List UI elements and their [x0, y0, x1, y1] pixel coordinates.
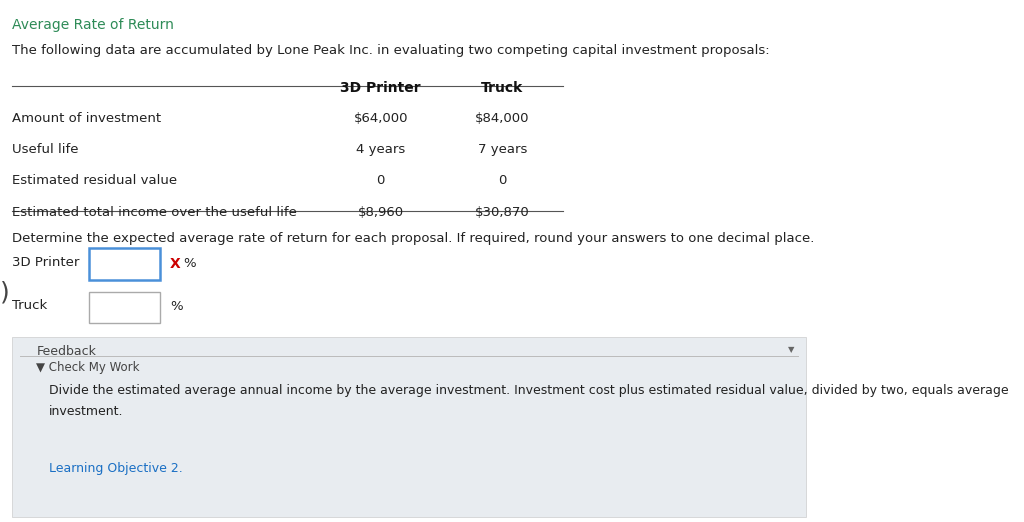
Text: 0: 0 — [498, 174, 507, 187]
Text: $30,870: $30,870 — [475, 206, 529, 219]
FancyBboxPatch shape — [12, 337, 806, 517]
Text: 3D Printer: 3D Printer — [12, 256, 80, 268]
Text: $64,000: $64,000 — [353, 112, 408, 125]
Text: Learning Objective 2.: Learning Objective 2. — [48, 462, 182, 475]
Text: ▼ Check My Work: ▼ Check My Work — [37, 361, 140, 374]
Text: Estimated residual value: Estimated residual value — [12, 174, 177, 187]
Text: Determine the expected average rate of return for each proposal. If required, ro: Determine the expected average rate of r… — [12, 232, 814, 245]
Text: ): ) — [0, 280, 9, 304]
Text: %: % — [183, 257, 196, 270]
Text: Truck: Truck — [12, 299, 47, 312]
Text: 4 years: 4 years — [356, 143, 406, 156]
FancyBboxPatch shape — [89, 248, 161, 280]
FancyBboxPatch shape — [89, 292, 161, 323]
Text: Truck: Truck — [481, 81, 523, 95]
Text: 0: 0 — [377, 174, 385, 187]
Text: Average Rate of Return: Average Rate of Return — [12, 18, 174, 32]
Text: 3D Printer: 3D Printer — [340, 81, 421, 95]
Text: Estimated total income over the useful life: Estimated total income over the useful l… — [12, 206, 297, 219]
Text: Useful life: Useful life — [12, 143, 79, 156]
Text: %: % — [170, 300, 182, 313]
Text: ▼: ▼ — [787, 345, 794, 353]
Text: 7 years: 7 years — [477, 143, 527, 156]
Text: $8,960: $8,960 — [357, 206, 403, 219]
Text: Feedback: Feedback — [37, 345, 96, 358]
Text: investment.: investment. — [48, 405, 123, 418]
Text: $84,000: $84,000 — [475, 112, 529, 125]
Text: Amount of investment: Amount of investment — [12, 112, 161, 125]
Text: Divide the estimated average annual income by the average investment. Investment: Divide the estimated average annual inco… — [48, 384, 1009, 397]
Text: The following data are accumulated by Lone Peak Inc. in evaluating two competing: The following data are accumulated by Lo… — [12, 44, 770, 57]
Text: X: X — [170, 257, 181, 270]
